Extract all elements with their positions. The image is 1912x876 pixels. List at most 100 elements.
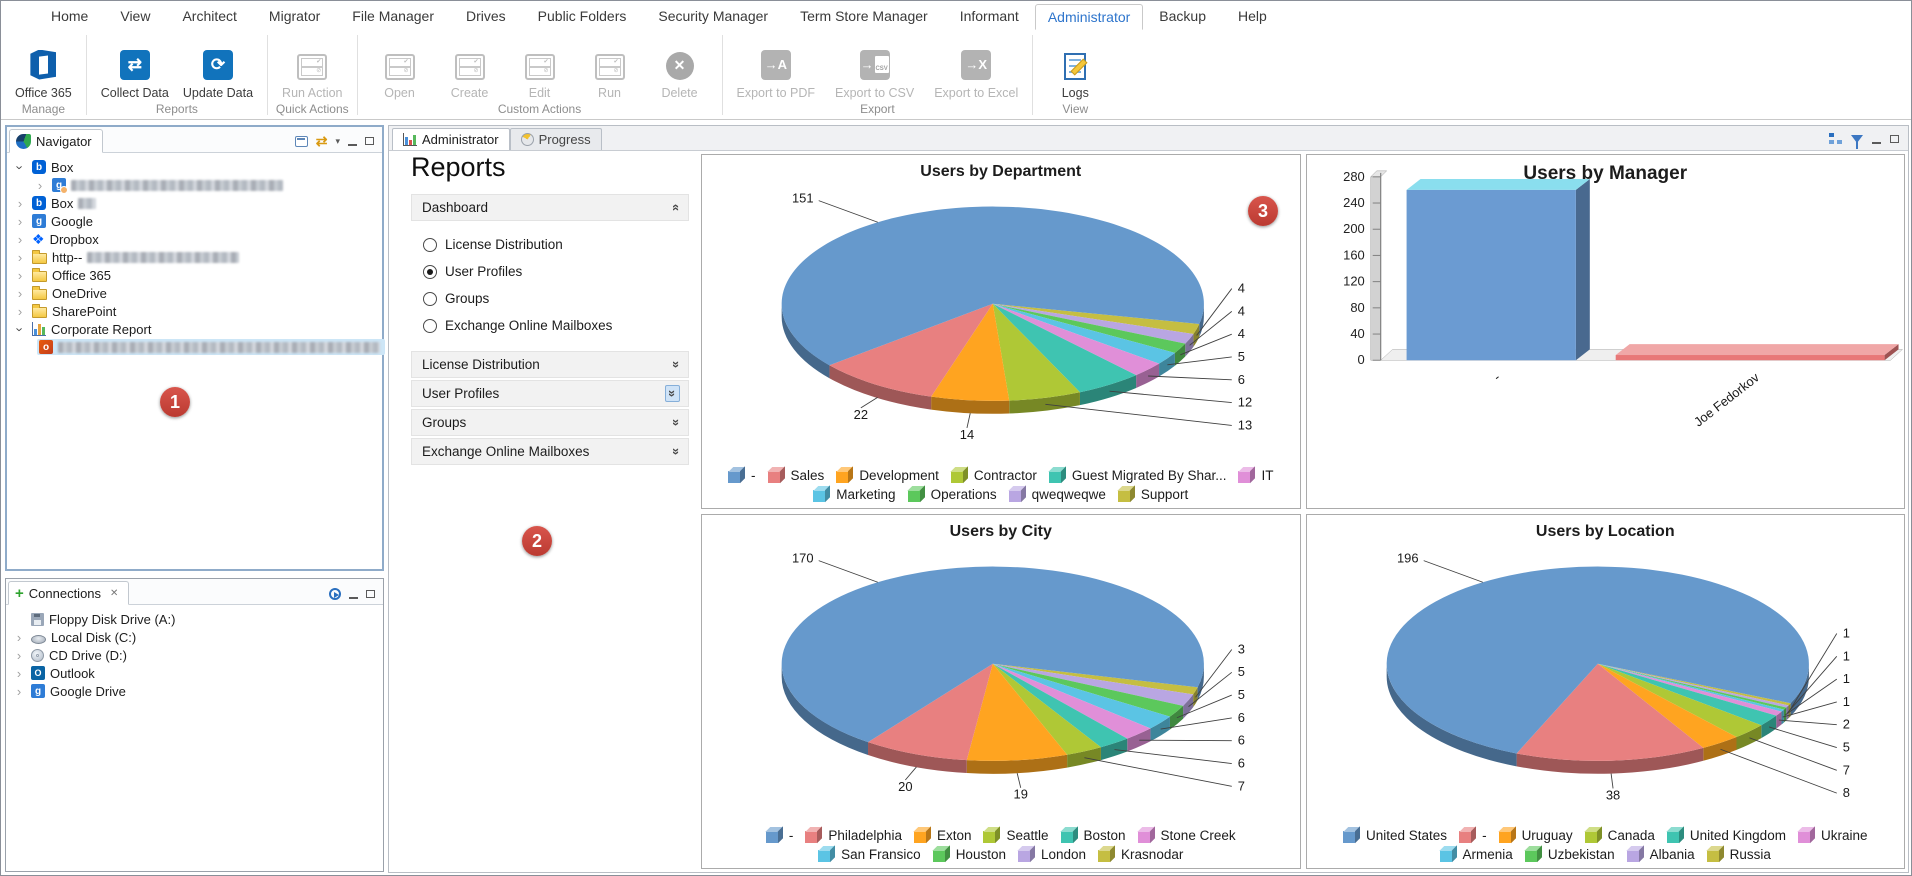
tree-item-onedrive[interactable]: › OneDrive: [7, 284, 382, 302]
radio-icon[interactable]: [423, 291, 437, 306]
connection-item-google-drive[interactable]: › g Google Drive: [6, 682, 383, 700]
navigator-tab[interactable]: Navigator: [9, 129, 103, 153]
maximize-icon[interactable]: [365, 137, 374, 145]
legend-cube-icon: [983, 826, 1001, 844]
radio-exchange-online-mailboxes[interactable]: Exchange Online Mailboxes: [423, 312, 689, 339]
legend-cube-icon: [1017, 845, 1035, 863]
minimize-icon[interactable]: [348, 136, 357, 146]
chevron-down-icon[interactable]: ▾: [335, 135, 340, 146]
plus-icon: +: [15, 584, 24, 602]
radio-selected-icon[interactable]: [423, 264, 437, 279]
minimize-icon[interactable]: [1872, 134, 1881, 144]
update-data-button[interactable]: ⟳ Update Data: [183, 36, 253, 100]
collapse-arrow-icon[interactable]: ›: [17, 249, 23, 265]
tree-view-icon[interactable]: [1829, 133, 1842, 145]
connection-item-floppy[interactable]: Floppy Disk Drive (A:): [6, 610, 383, 628]
collapse-arrow-icon[interactable]: ›: [17, 195, 23, 211]
tree-item-office-365[interactable]: › Office 365: [7, 266, 382, 284]
tree-item-corporate-report[interactable]: › Corporate Report: [7, 320, 382, 338]
menu-architect[interactable]: Architect: [182, 8, 237, 24]
menu-term-store-manager[interactable]: Term Store Manager: [800, 8, 928, 24]
tree-item-box[interactable]: › b Box: [7, 158, 382, 176]
ribbon-group-custom-actions: ✔ ⊘ Open ✔ ⊘ Create ✔ ⊘ Edit ✔ ⊘ Run ✕ Delet…: [358, 31, 722, 119]
legend-label: Marketing: [836, 486, 896, 502]
filter-funnel-icon[interactable]: [1851, 135, 1863, 149]
accordion-header-groups[interactable]: Groups »: [411, 409, 689, 436]
tree-item-google[interactable]: › g Google: [7, 212, 382, 230]
legend-label: Seattle: [1006, 827, 1049, 843]
button-label: Edit: [528, 85, 551, 100]
window-copy-icon[interactable]: [294, 135, 308, 147]
svg-text:6: 6: [1238, 756, 1245, 771]
radio-license-distribution[interactable]: License Distribution: [423, 231, 689, 258]
tab-progress[interactable]: Progress: [509, 128, 602, 150]
collapse-arrow-icon[interactable]: ›: [17, 267, 23, 283]
refresh-icon[interactable]: [329, 588, 341, 600]
minimize-icon[interactable]: [349, 589, 358, 599]
expand-chevron-icon[interactable]: »: [668, 447, 684, 456]
folder-icon: [32, 268, 47, 282]
legend-label: Sales: [790, 467, 825, 483]
collapse-arrow-icon[interactable]: ›: [17, 303, 23, 319]
collapse-arrow-icon[interactable]: ›: [37, 177, 43, 193]
connection-item-cd-drive[interactable]: › CD Drive (D:): [6, 646, 383, 664]
collapse-arrow-icon[interactable]: ›: [17, 213, 23, 229]
tab-administrator[interactable]: Administrator: [392, 128, 510, 150]
tree-item-selected-report[interactable]: o: [7, 338, 385, 356]
accordion-header-dashboard[interactable]: Dashboard «: [411, 194, 689, 221]
logs-button[interactable]: Logs: [1047, 36, 1103, 100]
tree-item-dropbox[interactable]: › ❖ Dropbox: [7, 230, 382, 248]
collect-data-button[interactable]: ⇄ Collect Data: [101, 36, 169, 100]
legend-item: Armenia: [1439, 845, 1513, 863]
office-365-button[interactable]: Office 365: [15, 36, 72, 100]
menu-informant[interactable]: Informant: [959, 8, 1019, 24]
menu-administrator[interactable]: Administrator: [1034, 4, 1144, 30]
maximize-icon[interactable]: [1890, 135, 1899, 143]
legend-item: Sales: [767, 466, 825, 484]
menu-public-folders[interactable]: Public Folders: [537, 8, 627, 24]
collapse-arrow-icon[interactable]: ›: [16, 665, 22, 681]
tree-item-box-2[interactable]: › b Box: [7, 194, 382, 212]
legend-label: Operations: [930, 486, 997, 502]
menu-drives[interactable]: Drives: [465, 8, 506, 24]
svg-text:14: 14: [960, 427, 974, 442]
close-icon[interactable]: ✕: [110, 587, 119, 599]
expand-arrow-icon[interactable]: ›: [12, 326, 28, 332]
menu-file-manager[interactable]: File Manager: [352, 8, 434, 24]
menu-view[interactable]: View: [120, 8, 151, 24]
radio-groups[interactable]: Groups: [423, 285, 689, 312]
sync-icon[interactable]: ⇄: [315, 133, 328, 149]
radio-icon[interactable]: [423, 237, 437, 252]
menu-security-manager[interactable]: Security Manager: [658, 8, 769, 24]
legend-label: Guest Migrated By Shar...: [1071, 467, 1227, 483]
accordion-header-exchange-online-mailboxes[interactable]: Exchange Online Mailboxes »: [411, 438, 689, 465]
accordion-header-license-distribution[interactable]: License Distribution »: [411, 351, 689, 378]
accordion-header-user-profiles[interactable]: User Profiles »: [411, 380, 689, 407]
menu-home[interactable]: Home: [51, 8, 89, 24]
menu-help[interactable]: Help: [1238, 8, 1267, 24]
expand-chevron-icon[interactable]: »: [668, 360, 684, 369]
connection-item-outlook[interactable]: › O Outlook: [6, 664, 383, 682]
expand-arrow-icon[interactable]: ›: [12, 164, 28, 170]
dashboard-options: License Distribution User Profiles Group…: [411, 223, 689, 351]
radio-icon[interactable]: [423, 318, 437, 333]
expand-chevron-icon[interactable]: »: [664, 389, 680, 398]
expand-chevron-icon[interactable]: »: [668, 418, 684, 427]
collapse-arrow-icon[interactable]: ›: [17, 285, 23, 301]
collapse-arrow-icon[interactable]: ›: [17, 231, 23, 247]
maximize-icon[interactable]: [366, 590, 375, 598]
tree-item-http[interactable]: › http--: [7, 248, 382, 266]
tree-item-redacted-account[interactable]: › g: [7, 176, 382, 194]
menu-migrator[interactable]: Migrator: [268, 8, 321, 24]
connection-item-local-disk[interactable]: › Local Disk (C:): [6, 628, 383, 646]
collapse-arrow-icon[interactable]: ›: [16, 629, 22, 645]
tree-item-sharepoint[interactable]: › SharePoint: [7, 302, 382, 320]
collapse-arrow-icon[interactable]: ›: [16, 647, 22, 663]
svg-text:170: 170: [792, 551, 814, 566]
button-label: Open: [384, 85, 415, 100]
menu-backup[interactable]: Backup: [1159, 8, 1206, 24]
radio-user-profiles[interactable]: User Profiles: [423, 258, 689, 285]
collapse-chevron-icon[interactable]: «: [668, 203, 684, 212]
collapse-arrow-icon[interactable]: ›: [16, 683, 22, 699]
connections-tab[interactable]: + Connections ✕: [8, 581, 130, 605]
